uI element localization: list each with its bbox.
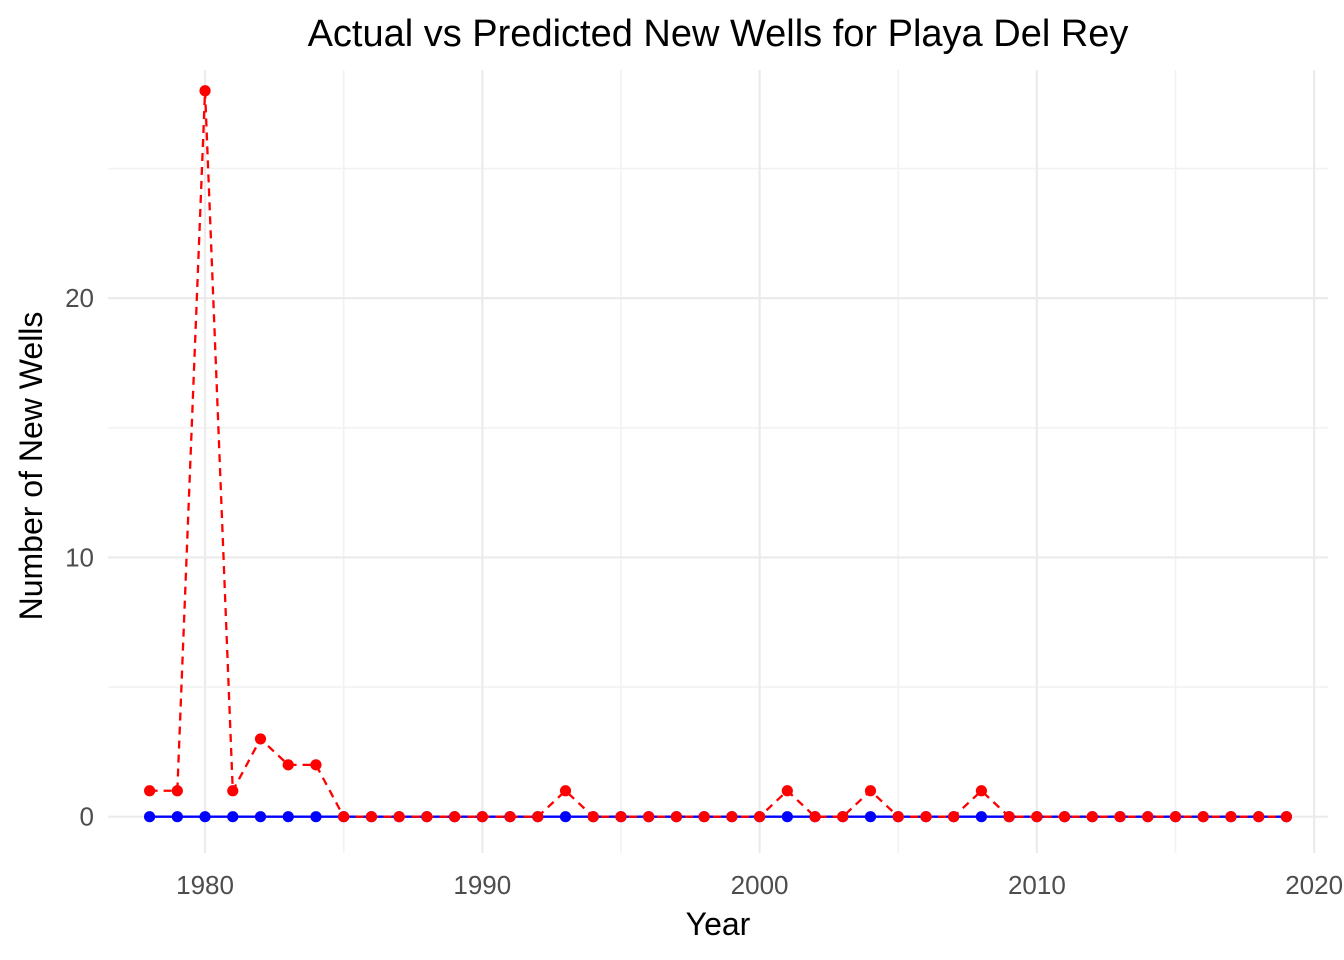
data-point (1197, 811, 1209, 823)
data-point (1114, 811, 1126, 823)
data-point (227, 811, 239, 823)
y-axis-title: Number of New Wells (13, 312, 49, 621)
data-point (892, 811, 904, 823)
data-point (559, 785, 572, 797)
data-point (1003, 811, 1015, 823)
data-point (975, 811, 988, 823)
data-point (504, 811, 516, 823)
data-point (199, 811, 211, 823)
data-point (975, 785, 988, 797)
data-point (726, 811, 738, 823)
series-1 (143, 85, 1293, 823)
data-point (837, 811, 849, 823)
data-point (864, 785, 877, 797)
y-tick-label: 0 (80, 802, 94, 832)
data-point (448, 811, 461, 823)
series-line (149, 89, 1287, 818)
data-point (864, 811, 877, 823)
data-point (338, 811, 350, 823)
x-tick-label: 1990 (453, 870, 511, 900)
data-point (254, 733, 267, 745)
data-point (809, 811, 821, 823)
y-tick-label: 10 (65, 542, 94, 572)
data-point (1086, 811, 1098, 823)
data-point (920, 811, 932, 823)
chart-title: Actual vs Predicted New Wells for Playa … (308, 13, 1129, 55)
data-point (559, 811, 572, 823)
data-point (615, 811, 627, 823)
data-point (1058, 811, 1071, 823)
data-point (698, 811, 710, 823)
data-point (670, 811, 683, 823)
x-axis-ticks: 1980 1990 2000 2010 2020 (176, 870, 1343, 900)
data-point (643, 811, 655, 823)
data-point (1169, 811, 1182, 823)
x-tick-label: 2010 (1008, 870, 1066, 900)
data-point (1142, 811, 1154, 823)
data-point (365, 811, 378, 823)
x-tick-label: 2000 (731, 870, 789, 900)
y-tick-label: 20 (65, 283, 94, 313)
data-point (310, 811, 322, 823)
data-point (476, 811, 488, 823)
data-point (781, 811, 793, 823)
data-point (227, 785, 239, 797)
data-point (753, 811, 766, 823)
x-axis-title: Year (686, 906, 751, 942)
data-point (143, 785, 156, 797)
data-point (171, 811, 183, 823)
data-point (1031, 811, 1043, 823)
data-point (393, 811, 405, 823)
data-point (1280, 811, 1293, 823)
data-point (587, 811, 599, 823)
data-point (1225, 811, 1237, 823)
data-point (254, 811, 267, 823)
data-point (282, 759, 294, 771)
data-point (199, 85, 211, 97)
data-point (948, 811, 960, 823)
grid (108, 70, 1328, 853)
data-point (1253, 811, 1265, 823)
data-point (781, 785, 793, 797)
data-point (310, 759, 322, 771)
data-point (171, 785, 183, 797)
data-point (421, 811, 433, 823)
data-point (282, 811, 294, 823)
y-axis-ticks: 0 10 20 (65, 283, 94, 832)
data-point (532, 811, 544, 823)
x-tick-label: 1980 (176, 870, 234, 900)
data-point (143, 811, 156, 823)
series-layer (143, 85, 1293, 823)
x-tick-label: 2020 (1285, 870, 1343, 900)
